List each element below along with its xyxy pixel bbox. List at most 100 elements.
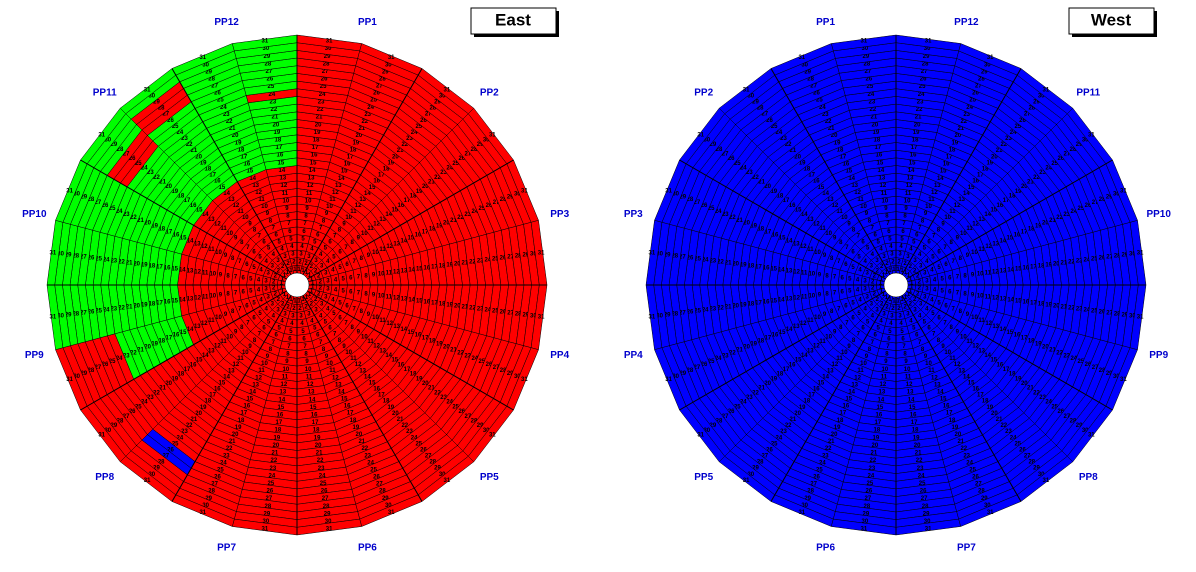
tile-label: 16 (373, 386, 380, 392)
tile-label: 20 (232, 133, 239, 139)
tile-label: 17 (840, 411, 847, 417)
tile-label: 12 (854, 375, 861, 381)
tile-label: 6 (275, 333, 279, 339)
tile-label: 25 (492, 256, 499, 262)
tile-label: 21 (137, 347, 144, 353)
tile-label: 18 (158, 339, 165, 345)
tile-label: 15 (196, 207, 203, 213)
tile-label: 26 (1057, 409, 1064, 415)
tile-label: 20 (273, 443, 280, 449)
tile-label: 19 (834, 140, 841, 146)
tile-label: 26 (267, 77, 274, 83)
tile-label: 30 (656, 314, 663, 320)
tile-label: 9 (285, 359, 289, 365)
tile-label: 9 (941, 344, 945, 350)
tile-label: 28 (429, 460, 436, 466)
tile-label: 10 (283, 198, 290, 204)
tile-label: 16 (277, 412, 284, 418)
tile-label: 2 (272, 286, 276, 292)
tile-label: 30 (672, 191, 679, 197)
tile-label: 16 (398, 203, 405, 209)
tile-label: 7 (272, 225, 276, 231)
tile-label: 10 (944, 350, 951, 356)
tile-label: 7 (333, 332, 337, 338)
tile-label: 23 (364, 112, 371, 118)
tile-label: 2 (897, 306, 901, 312)
tile-label: 28 (1099, 368, 1106, 374)
tile-label: 7 (837, 306, 841, 312)
tile-label: 5 (931, 254, 935, 260)
tile-label: 19 (913, 130, 920, 136)
tile-label: 28 (500, 197, 507, 203)
tile-label: 24 (740, 165, 747, 171)
tile-label: 13 (335, 382, 342, 388)
tile-label: 8 (269, 347, 273, 353)
tile-label: 24 (220, 460, 227, 466)
tile-label: 22 (153, 390, 160, 396)
tile-label: 12 (954, 362, 961, 368)
tile-label: 15 (341, 396, 348, 402)
tile-label: 14 (187, 238, 194, 244)
tile-label: 10 (904, 367, 911, 373)
tile-label: 31 (987, 510, 994, 516)
tile-label: 1 (297, 267, 301, 273)
tile-label: 31 (649, 315, 656, 321)
tile-label: 13 (187, 268, 194, 274)
tile-label: 9 (357, 330, 361, 336)
tile-label: 6 (944, 303, 948, 309)
tile-label: 17 (1003, 198, 1010, 204)
tile-label: 20 (955, 432, 962, 438)
tile-label: 12 (931, 190, 938, 196)
tile-label: 12 (355, 362, 362, 368)
tile-label: 12 (307, 183, 314, 189)
tile-label: 27 (80, 254, 87, 260)
tile-label: 1 (904, 295, 908, 301)
tile-label: 1 (892, 298, 896, 304)
tile-label: 8 (253, 338, 257, 344)
tile-label: 15 (877, 160, 884, 166)
tile-label: 18 (949, 147, 956, 153)
tile-label: 17 (276, 420, 283, 426)
tile-label: 14 (385, 212, 392, 218)
tile-label: 15 (180, 235, 187, 241)
tile-label: 13 (308, 176, 315, 182)
tile-label: 21 (1049, 218, 1056, 224)
tile-label: 7 (287, 344, 291, 350)
tile-label: 5 (941, 276, 945, 282)
tile-label: 25 (1078, 206, 1085, 212)
sector-line (80, 159, 287, 280)
tile-label: 20 (794, 411, 801, 417)
tile-label: 14 (786, 327, 793, 333)
tile-label: 5 (851, 300, 855, 306)
tile-label: 11 (386, 270, 393, 276)
tile-label: 13 (786, 268, 793, 274)
tile-label: 23 (464, 212, 471, 218)
tile-label: 7 (333, 233, 337, 239)
tile-label: 25 (1014, 441, 1021, 447)
pp-label: PP4 (550, 350, 569, 361)
tile-label: 13 (879, 176, 886, 182)
tile-label: 8 (839, 240, 843, 246)
tile-label: 5 (289, 236, 293, 242)
tile-label: 11 (857, 197, 864, 203)
tile-label: 23 (869, 99, 876, 105)
tile-label: 9 (285, 206, 289, 212)
tile-label: 27 (465, 151, 472, 157)
tile-label: 30 (747, 93, 754, 99)
tile-label: 19 (200, 160, 207, 166)
tile-label: 26 (321, 489, 328, 495)
tile-label: 4 (280, 318, 284, 324)
tile-label: 13 (208, 348, 215, 354)
tile-label: 25 (816, 98, 823, 104)
tile-label: 18 (1028, 227, 1035, 233)
tile-label: 5 (888, 236, 892, 242)
tile-label: 15 (196, 358, 203, 364)
tile-label: 18 (275, 428, 282, 434)
tile-label: 6 (288, 336, 292, 342)
tile-label: 15 (968, 185, 975, 191)
tile-label: 29 (1121, 313, 1128, 319)
tile-label: 14 (778, 298, 785, 304)
tile-label: 3 (898, 313, 902, 319)
tile-label: 8 (963, 273, 967, 279)
tile-label: 25 (1078, 359, 1085, 365)
